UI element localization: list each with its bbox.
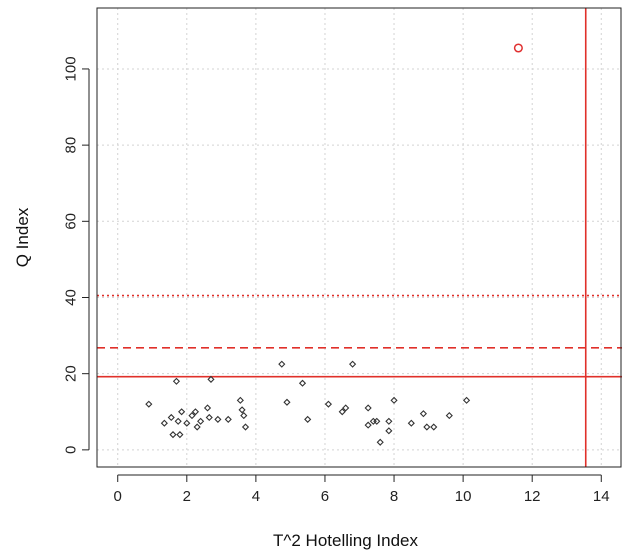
control-limit-lines — [97, 8, 622, 467]
y-tick-label: 100 — [63, 56, 80, 81]
data-point — [183, 419, 191, 427]
data-points — [145, 43, 523, 446]
plot-frame — [96, 7, 622, 468]
x-tick-label: 14 — [593, 488, 610, 505]
data-point — [193, 423, 201, 431]
grid-lines — [97, 8, 622, 467]
x-tick-label: 6 — [321, 488, 329, 505]
data-point — [188, 411, 196, 420]
data-point — [178, 408, 186, 416]
data-point — [203, 404, 212, 412]
data-point — [349, 360, 357, 368]
y-tick-label: 80 — [63, 137, 80, 154]
x-tick-label: 12 — [524, 488, 541, 505]
data-point — [191, 408, 200, 416]
data-point — [197, 417, 205, 425]
data-point — [364, 404, 372, 412]
data-point — [385, 427, 393, 435]
data-point — [304, 415, 312, 423]
axes: 0 2 4 6 8 10 12 14 0 20 40 60 80 100 — [63, 56, 610, 505]
data-point — [324, 400, 332, 408]
data-point — [430, 423, 438, 431]
data-point — [205, 413, 213, 422]
x-tick-label: 4 — [252, 488, 260, 505]
data-point — [278, 360, 286, 368]
data-point — [342, 404, 350, 412]
outlier-point — [513, 43, 523, 53]
x-tick-label: 10 — [455, 488, 472, 505]
data-point — [445, 411, 453, 420]
data-point — [207, 375, 215, 383]
data-point — [176, 431, 184, 439]
data-point — [236, 396, 244, 404]
data-point — [462, 396, 471, 404]
data-point — [373, 417, 381, 425]
data-point — [283, 398, 291, 406]
data-point — [172, 377, 181, 385]
y-tick-label: 20 — [63, 365, 80, 382]
data-point — [385, 417, 393, 425]
data-point — [240, 411, 248, 420]
data-point — [419, 410, 427, 418]
x-tick-label: 0 — [114, 488, 122, 505]
y-tick-label: 60 — [63, 213, 80, 230]
data-point — [423, 423, 431, 431]
data-point — [145, 400, 153, 408]
data-point — [214, 415, 222, 423]
data-point — [167, 413, 175, 422]
data-point — [364, 421, 372, 429]
data-point — [390, 396, 398, 404]
data-point — [174, 417, 182, 425]
data-point — [224, 415, 232, 423]
y-tick-label: 0 — [63, 446, 80, 454]
data-point — [376, 438, 384, 446]
x-axis-title: T^2 Hotelling Index — [273, 531, 418, 550]
data-point — [298, 379, 307, 387]
data-point — [338, 408, 346, 416]
y-tick-label: 40 — [63, 289, 80, 306]
data-point — [169, 431, 177, 439]
data-point — [238, 406, 246, 414]
data-point — [407, 419, 415, 427]
data-point — [241, 423, 250, 431]
x-tick-label: 2 — [183, 488, 191, 505]
x-tick-label: 8 — [390, 488, 398, 505]
data-point — [160, 419, 168, 427]
y-axis-title: Q Index — [13, 207, 32, 267]
